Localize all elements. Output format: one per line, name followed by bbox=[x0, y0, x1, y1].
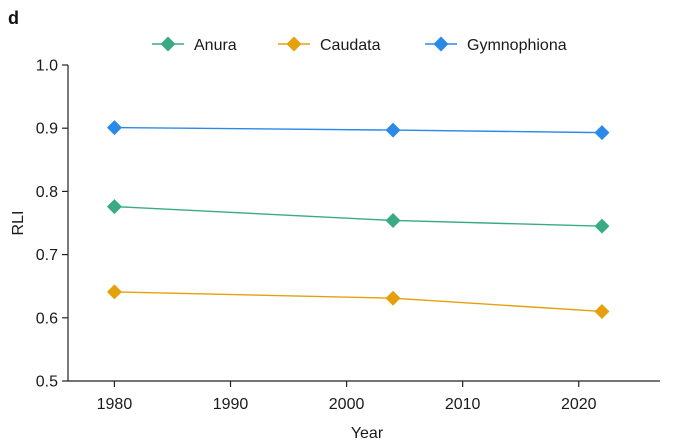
x-tick-label: 1980 bbox=[97, 396, 133, 413]
series-line-anura bbox=[114, 205, 602, 227]
legend-item-caudata: Caudata bbox=[278, 36, 381, 54]
x-tick-label: 1990 bbox=[213, 396, 249, 413]
y-tick-label: 0.9 bbox=[36, 121, 58, 138]
series-line-gymnophiona bbox=[114, 126, 602, 134]
x-tick-label: 2010 bbox=[445, 396, 481, 413]
y-tick-label: 0.8 bbox=[36, 184, 58, 201]
data-point-gymnophiona bbox=[385, 122, 401, 138]
y-tick-label: 1.0 bbox=[36, 58, 58, 75]
legend-marker bbox=[433, 36, 449, 52]
data-point-caudata bbox=[594, 303, 610, 319]
y-axis-title: RLI bbox=[10, 211, 27, 236]
data-point-gymnophiona bbox=[106, 120, 122, 136]
x-tick-label: 2000 bbox=[329, 396, 365, 413]
data-point-anura bbox=[106, 199, 122, 215]
y-tick-label: 0.6 bbox=[36, 310, 58, 327]
legend-label: Gymnophiona bbox=[467, 37, 567, 54]
panel-label: d bbox=[8, 8, 19, 28]
legend-item-gymnophiona: Gymnophiona bbox=[425, 36, 567, 54]
y-tick-label: 0.5 bbox=[36, 374, 58, 391]
legend-marker bbox=[160, 36, 176, 52]
legend-marker bbox=[286, 36, 302, 52]
legend-label: Anura bbox=[194, 37, 237, 54]
data-point-anura bbox=[385, 212, 401, 228]
data-point-caudata bbox=[385, 290, 401, 306]
axes: 0.5 0.6 0.7 0.8 0.9 1.0 1980 1990 2000 2010 2020 Ye… bbox=[10, 58, 660, 442]
x-tick-label: 2020 bbox=[561, 396, 597, 413]
data-point-caudata bbox=[106, 284, 122, 300]
series-caudata bbox=[106, 284, 610, 319]
series-line-caudata bbox=[114, 291, 603, 313]
data-point-anura bbox=[594, 218, 610, 234]
legend-label: Caudata bbox=[320, 37, 381, 54]
data-point-gymnophiona bbox=[594, 125, 610, 141]
series-anura bbox=[106, 199, 610, 234]
legend: Anura Caudata Gymnophiona bbox=[152, 36, 567, 54]
series-group bbox=[106, 120, 610, 319]
legend-item-anura: Anura bbox=[152, 36, 237, 54]
x-axis-title: Year bbox=[351, 425, 384, 442]
y-tick-label: 0.7 bbox=[36, 247, 58, 264]
series-gymnophiona bbox=[106, 120, 610, 141]
